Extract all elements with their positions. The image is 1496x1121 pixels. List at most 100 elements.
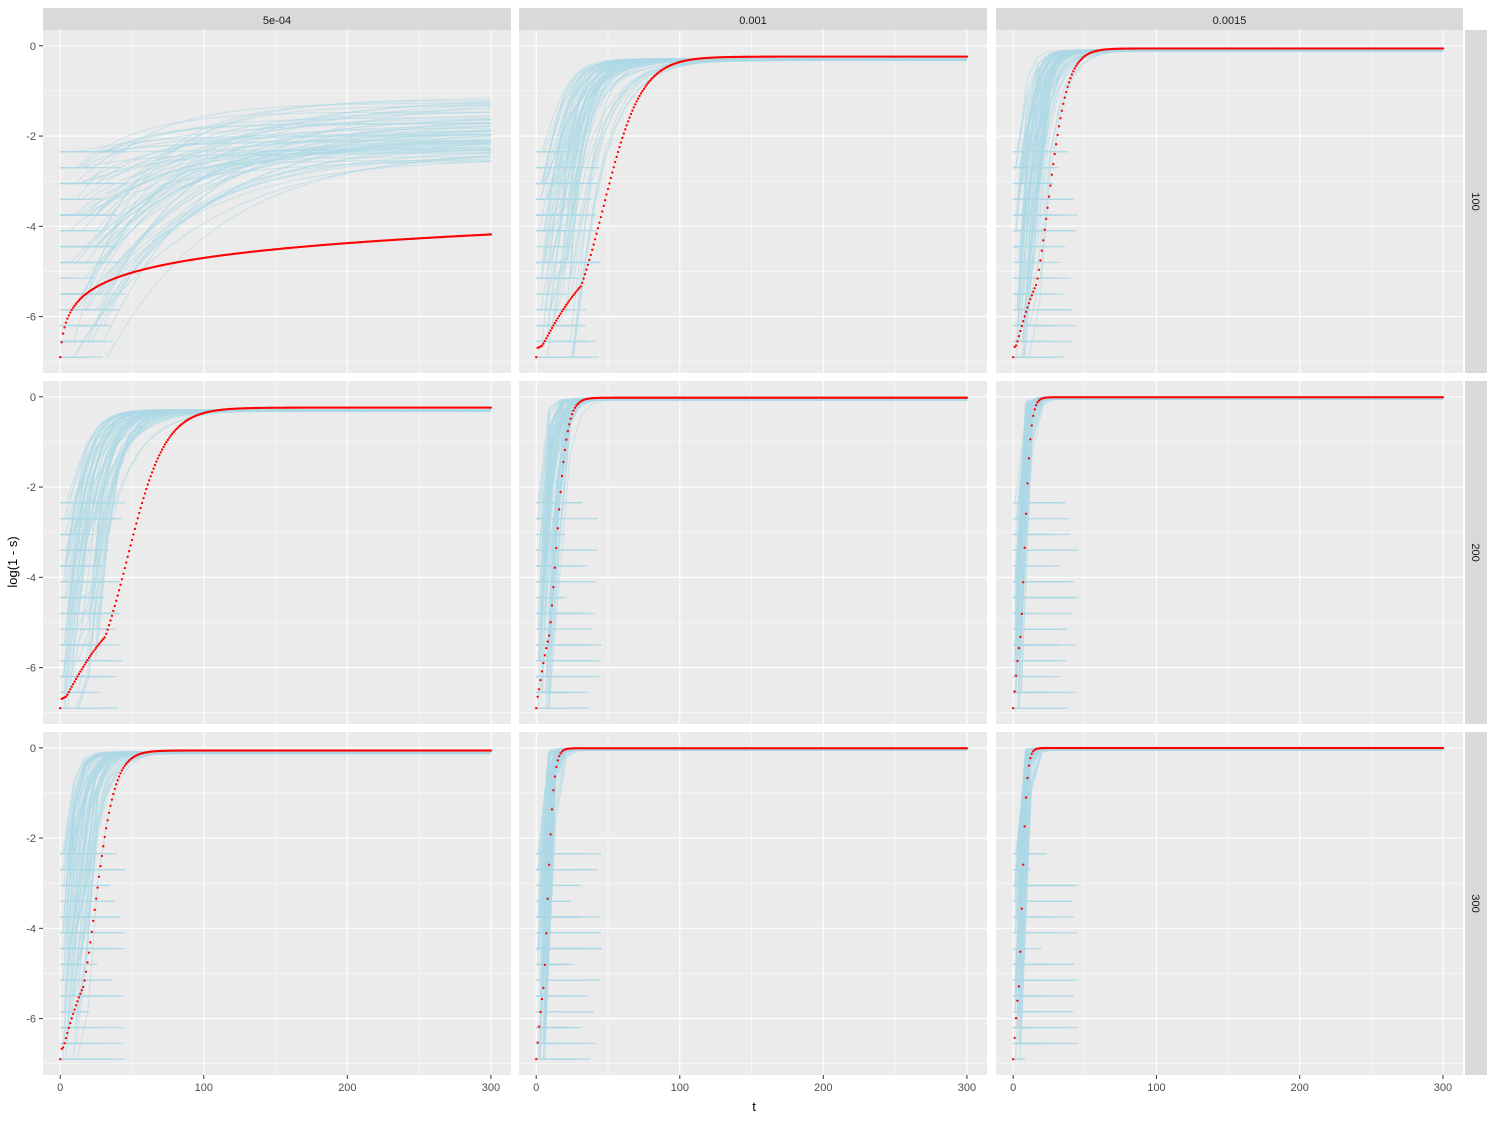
mean-point	[1441, 746, 1445, 750]
mean-point	[1030, 424, 1033, 427]
mean-series	[1012, 396, 1445, 710]
mean-point	[579, 285, 582, 288]
x-tick-label: 300	[482, 1082, 500, 1094]
mean-point	[168, 436, 171, 439]
mean-point	[542, 661, 545, 665]
mean-point	[1069, 77, 1072, 80]
mean-point	[64, 695, 68, 698]
mean-point	[1032, 414, 1035, 418]
mean-point	[595, 232, 598, 235]
mean-point	[542, 342, 545, 345]
simulated-trajectory	[1017, 749, 1443, 870]
mean-point	[1033, 408, 1036, 411]
mean-point	[619, 141, 623, 144]
mean-point	[1036, 277, 1039, 280]
mean-point	[133, 527, 137, 531]
mean-point	[536, 1041, 539, 1044]
mean-point	[1060, 109, 1064, 112]
simulated-trajectory	[70, 410, 491, 614]
mean-point	[591, 248, 594, 251]
y-tick-label: 0	[30, 392, 36, 404]
mean-point	[647, 81, 650, 85]
mean-point	[135, 522, 138, 525]
mean-point	[537, 688, 541, 691]
simulated-trajectory	[86, 103, 491, 295]
mean-point	[130, 538, 134, 542]
mean-point	[126, 555, 129, 558]
simulated-trajectory	[76, 752, 491, 918]
mean-point	[120, 769, 124, 772]
mean-point	[558, 314, 561, 318]
mean-point	[70, 308, 73, 312]
mean-point	[546, 897, 549, 900]
simulated-trajectory	[80, 160, 491, 216]
mean-point	[612, 166, 615, 169]
mean-point	[1022, 863, 1025, 866]
mean-point	[103, 835, 106, 839]
mean-point	[639, 92, 643, 95]
mean-point	[96, 886, 99, 889]
mean-point	[119, 583, 122, 586]
simulated-series	[60, 750, 491, 1060]
mean-point	[1027, 302, 1031, 305]
mean-point	[629, 112, 633, 116]
mean-point	[555, 319, 558, 322]
mean-point	[1030, 294, 1033, 297]
mean-point	[79, 992, 82, 995]
mean-point	[1044, 217, 1048, 221]
mean-point	[1077, 60, 1081, 63]
mean-point	[79, 670, 82, 673]
mean-point	[80, 989, 83, 992]
mean-point	[59, 707, 62, 710]
mean-point	[59, 356, 62, 359]
col-strip-label: 5e-04	[263, 15, 291, 27]
mean-point	[94, 646, 98, 649]
row-strip-label: 100	[1469, 192, 1481, 210]
mean-point	[156, 457, 160, 460]
mean-point	[1022, 320, 1025, 323]
mean-point	[568, 299, 571, 302]
mean-point	[572, 293, 575, 297]
mean-point	[585, 268, 588, 271]
x-tick-label: 0	[533, 1082, 539, 1094]
simulated-trajectory	[1017, 398, 1443, 709]
mean-point	[570, 295, 574, 298]
mean-point	[539, 679, 542, 682]
simulated-trajectory	[95, 152, 491, 295]
mean-point	[122, 766, 125, 770]
mean-point	[84, 970, 88, 973]
mean-point	[106, 628, 109, 631]
mean-point	[82, 985, 85, 989]
mean-point	[548, 332, 551, 335]
simulated-trajectory	[95, 111, 491, 216]
row-strip-label: 300	[1469, 894, 1481, 912]
mean-point	[628, 116, 631, 119]
mean-point	[61, 332, 65, 335]
row-strip-background	[1465, 30, 1487, 373]
mean-point	[61, 1046, 65, 1049]
x-tick-label: 200	[338, 1082, 356, 1094]
mean-point	[109, 619, 112, 622]
mean-point	[1012, 1058, 1015, 1061]
mean-point	[1065, 90, 1068, 94]
mean-point	[566, 301, 569, 304]
mean-series	[59, 406, 493, 710]
mean-point	[76, 675, 79, 678]
mean-point	[140, 501, 144, 505]
mean-point	[550, 326, 554, 330]
mean-point	[618, 146, 621, 149]
mean-point	[550, 808, 554, 811]
col-strip-label: 0.0015	[1213, 15, 1247, 27]
mean-point	[79, 297, 82, 301]
mean-point	[76, 300, 79, 304]
mean-point	[92, 650, 95, 653]
mean-point	[159, 451, 162, 454]
mean-point	[535, 1058, 538, 1061]
y-tick-label: -6	[26, 312, 36, 324]
mean-point	[1012, 356, 1015, 359]
mean-point	[1032, 750, 1035, 753]
mean-point	[161, 448, 164, 451]
mean-point	[537, 1025, 541, 1028]
mean-point	[173, 429, 177, 432]
simulated-trajectory	[1015, 49, 1443, 168]
